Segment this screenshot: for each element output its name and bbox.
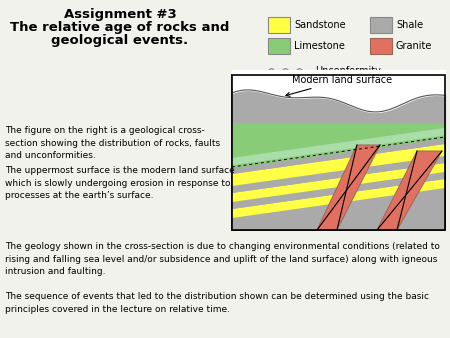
- Text: The sequence of events that led to the distribution shown can be determined usin: The sequence of events that led to the d…: [5, 292, 429, 314]
- Text: The uppermost surface is the modern land surface
which is slowly undergoing eros: The uppermost surface is the modern land…: [5, 166, 235, 200]
- Text: Modern land surface: Modern land surface: [286, 75, 392, 96]
- Text: The geology shown in the cross-section is due to changing environmental conditio: The geology shown in the cross-section i…: [5, 242, 440, 276]
- Bar: [232, 75, 445, 230]
- Text: Sandstone: Sandstone: [294, 20, 346, 30]
- Bar: [268, 17, 290, 33]
- Text: Shale: Shale: [396, 20, 423, 30]
- Polygon shape: [377, 151, 442, 230]
- Text: Unconformity: Unconformity: [315, 66, 381, 76]
- Text: Assignment #3: Assignment #3: [63, 8, 176, 21]
- Polygon shape: [232, 188, 445, 230]
- Bar: [370, 17, 392, 33]
- Bar: [268, 38, 290, 54]
- Bar: [232, 75, 445, 230]
- Polygon shape: [232, 137, 445, 174]
- Polygon shape: [232, 172, 445, 209]
- Polygon shape: [232, 156, 445, 193]
- Text: Granite: Granite: [396, 41, 432, 51]
- Bar: [370, 38, 392, 54]
- Text: geological events.: geological events.: [51, 34, 189, 47]
- Bar: [232, 75, 445, 230]
- Polygon shape: [232, 163, 445, 202]
- Text: The relative age of rocks and: The relative age of rocks and: [10, 21, 230, 34]
- Polygon shape: [232, 179, 445, 218]
- Text: Limestone: Limestone: [294, 41, 345, 51]
- Text: The figure on the right is a geological cross-
section showing the distribution : The figure on the right is a geological …: [5, 126, 220, 160]
- Polygon shape: [317, 145, 380, 230]
- Polygon shape: [232, 144, 445, 186]
